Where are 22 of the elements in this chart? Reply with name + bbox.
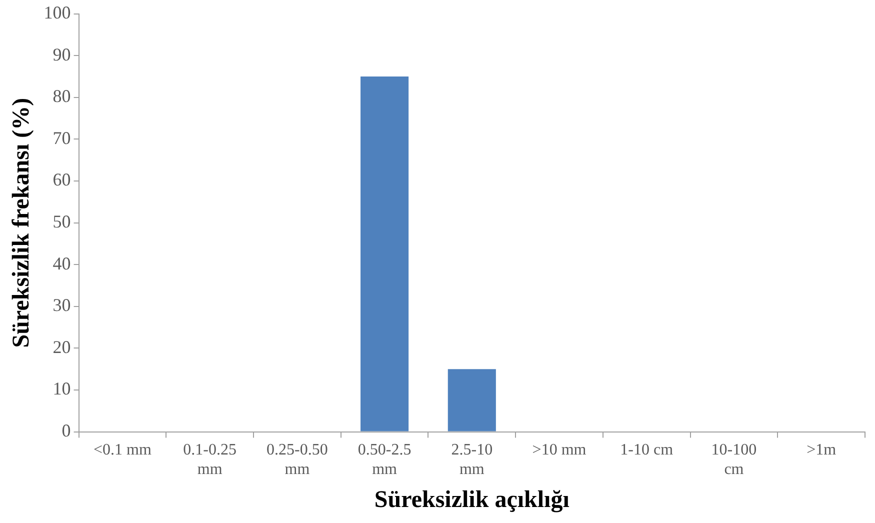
y-tick-label: 30	[52, 295, 71, 316]
x-tick-label: 0.25-0.50 mm	[266, 442, 328, 478]
x-tick-label: 1-10 cm	[620, 442, 674, 459]
y-tick-label: 60	[52, 170, 71, 190]
y-tick-label: 0	[62, 420, 71, 441]
x-tick-label: >1m	[806, 442, 837, 459]
y-tick-label: 50	[52, 212, 71, 232]
y-axis-title: Süreksizlik frekansı (%)	[8, 98, 35, 348]
y-tick-label: 10	[52, 378, 71, 399]
y-tick-label: 20	[52, 336, 71, 357]
y-tick-label: 70	[52, 128, 71, 148]
x-tick-label: 2.5-10 mm	[451, 442, 493, 478]
x-axis-title: Süreksizlik açıklığı	[374, 486, 570, 513]
y-tick-label: 90	[52, 44, 71, 64]
x-tick-label: <0.1 mm	[94, 442, 152, 459]
y-tick-label: 40	[52, 253, 71, 274]
x-tick-label: 0.1-0.25 mm	[183, 442, 236, 478]
x-tick-label: >10 mm	[532, 442, 587, 459]
y-tick-label: 80	[52, 86, 71, 106]
x-tick-label: 10-100 cm	[711, 442, 757, 478]
y-tick-label: 100	[44, 2, 71, 23]
x-tick-label: 0.50-2.5 mm	[358, 442, 412, 478]
